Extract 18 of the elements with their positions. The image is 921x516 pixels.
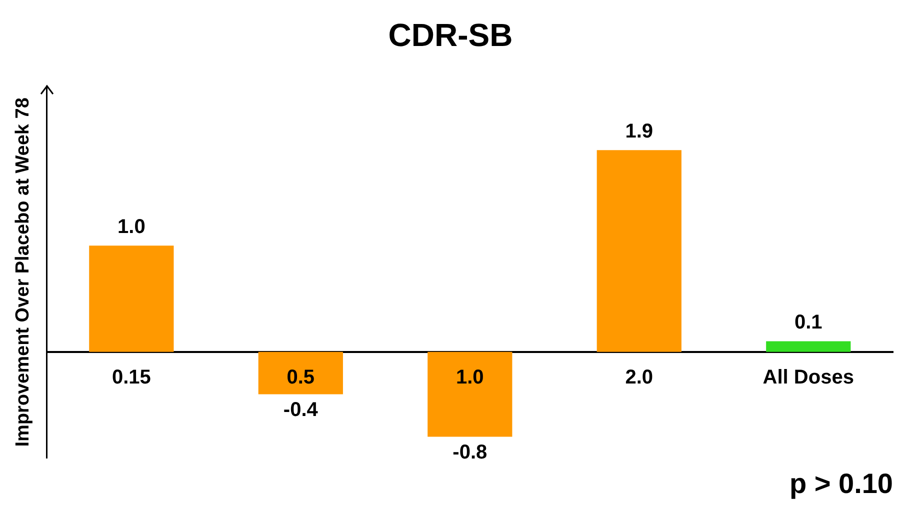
text: p > 0.10 <box>789 468 893 500</box>
x-tick-label: 1.0 <box>456 366 484 388</box>
bar <box>258 352 343 394</box>
chart-title: CDR-SB <box>388 17 513 54</box>
bar <box>428 352 512 437</box>
y-axis-title: Improvement Over Placebo at Week 78 <box>12 98 34 447</box>
data-label: 1.0 <box>118 216 146 238</box>
bar <box>89 246 174 352</box>
x-tick-label: 2.0 <box>625 366 654 388</box>
x-tick-label: 0.15 <box>112 366 151 388</box>
data-label: -0.8 <box>452 441 488 464</box>
x-tick-label: All Doses <box>762 366 854 388</box>
x-tick-label: 0.5 <box>286 366 315 388</box>
bar <box>596 150 682 352</box>
data-label: 1.9 <box>625 120 654 143</box>
bar <box>766 341 851 352</box>
data-label: 0.1 <box>794 312 822 334</box>
data-label: -0.4 <box>283 398 319 421</box>
